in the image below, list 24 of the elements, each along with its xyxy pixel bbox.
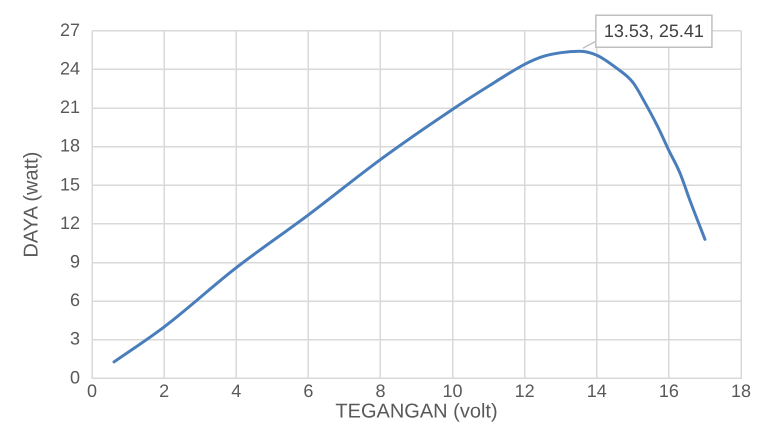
y-tick-label: 12 bbox=[60, 212, 80, 233]
x-tick-label: 6 bbox=[303, 381, 314, 402]
y-axis-title: DAYA (watt) bbox=[20, 152, 43, 258]
y-tick-label: 9 bbox=[70, 252, 80, 272]
y-tick-label: 0 bbox=[70, 367, 80, 388]
y-tick-label: 27 bbox=[60, 20, 80, 40]
x-tick-label: 18 bbox=[730, 381, 752, 402]
x-tick-label: 8 bbox=[375, 381, 386, 402]
x-axis-title: TEGANGAN (volt) bbox=[335, 400, 498, 423]
x-tick-label: 2 bbox=[159, 381, 170, 402]
y-tick-label: 3 bbox=[70, 328, 80, 349]
x-tick-label: 4 bbox=[231, 381, 242, 402]
x-tick-label: 16 bbox=[658, 381, 679, 402]
y-tick-label: 24 bbox=[60, 58, 80, 78]
line-series bbox=[112, 50, 706, 364]
annotation: 13.53, 25.41 bbox=[604, 21, 704, 42]
y-tick-label: 21 bbox=[60, 97, 80, 118]
y-tick-label: 15 bbox=[60, 174, 80, 194]
y-tick-label: 18 bbox=[60, 136, 80, 156]
y-tick-label: 6 bbox=[70, 290, 80, 310]
x-tick-label: 10 bbox=[442, 381, 463, 402]
x-tick-label: 0 bbox=[87, 381, 98, 402]
x-tick-label: 12 bbox=[514, 381, 535, 402]
x-tick-label: 14 bbox=[586, 381, 607, 402]
